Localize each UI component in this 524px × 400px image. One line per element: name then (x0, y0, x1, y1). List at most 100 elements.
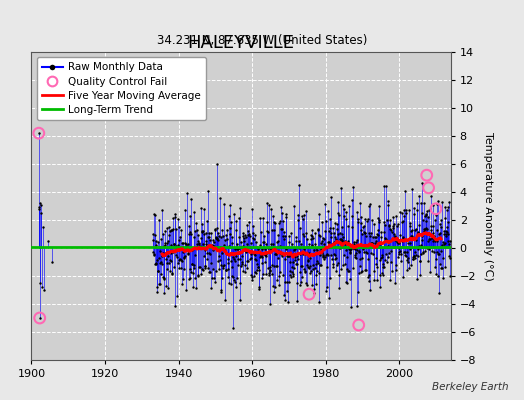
Point (298, 274, 306, 280)
Point (189, 270, 198, 276)
Point (400, 248, 408, 255)
Point (290, 246, 299, 252)
Text: 34.231 N, 87.635 W (United States): 34.231 N, 87.635 W (United States) (157, 34, 367, 47)
Point (316, 232, 324, 239)
Point (223, 250, 231, 257)
Point (442, 230, 450, 237)
Point (287, 251, 295, 257)
Point (424, 185, 433, 191)
Point (157, 236, 165, 242)
Point (397, 258, 405, 264)
Point (233, 246, 242, 252)
Point (299, 216, 308, 223)
Point (347, 224, 356, 230)
Point (304, 244, 313, 250)
Point (167, 250, 176, 256)
Point (305, 255, 314, 261)
Point (373, 264, 381, 270)
Point (271, 284, 279, 290)
Point (421, 226, 429, 232)
Point (282, 211, 291, 217)
Point (296, 251, 304, 258)
Point (370, 268, 378, 274)
Point (264, 229, 272, 235)
Point (342, 208, 351, 215)
Point (185, 223, 193, 230)
Point (422, 211, 431, 217)
Point (309, 235, 317, 242)
Point (287, 241, 296, 247)
Point (228, 254, 237, 260)
Point (232, 284, 240, 290)
Point (350, 239, 358, 245)
Point (391, 234, 400, 240)
Point (225, 280, 234, 287)
Point (221, 248, 230, 254)
Point (198, 229, 206, 236)
Point (406, 222, 414, 229)
Point (286, 268, 294, 274)
Point (185, 231, 193, 237)
Point (398, 274, 407, 280)
Point (230, 211, 238, 217)
Point (201, 246, 210, 253)
Point (440, 264, 449, 270)
Point (157, 271, 165, 277)
Point (391, 232, 399, 239)
Point (256, 242, 264, 248)
Point (199, 240, 208, 247)
Point (341, 215, 350, 222)
Point (168, 226, 177, 233)
Point (325, 239, 333, 245)
Point (269, 212, 277, 219)
Point (200, 206, 208, 212)
Point (268, 241, 277, 248)
Point (247, 205, 256, 212)
Point (215, 252, 223, 259)
Point (154, 239, 162, 245)
Point (265, 270, 273, 277)
Point (416, 258, 424, 264)
Point (267, 227, 276, 233)
Point (310, 290, 318, 296)
Point (376, 256, 384, 263)
Point (210, 242, 219, 249)
Point (163, 240, 172, 246)
Point (297, 263, 305, 269)
Point (346, 249, 354, 256)
Point (289, 271, 297, 277)
Point (149, 211, 158, 217)
Point (399, 233, 407, 240)
Point (244, 228, 252, 234)
Point (282, 279, 291, 286)
Point (442, 233, 450, 239)
Point (431, 238, 440, 244)
Point (174, 216, 182, 222)
Point (235, 279, 244, 286)
Point (230, 256, 238, 262)
Point (153, 257, 161, 264)
Point (417, 232, 425, 239)
Point (196, 264, 204, 270)
Point (162, 283, 170, 289)
Point (276, 268, 284, 275)
Point (278, 253, 286, 260)
Point (228, 273, 237, 279)
Point (178, 239, 187, 246)
Point (213, 224, 222, 231)
Point (290, 265, 299, 271)
Point (189, 234, 198, 241)
Point (371, 240, 379, 246)
Point (279, 236, 288, 242)
Point (294, 256, 302, 262)
Point (165, 260, 173, 266)
Point (377, 234, 386, 240)
Point (433, 201, 441, 207)
Point (238, 261, 246, 268)
Point (386, 226, 394, 232)
Point (276, 250, 285, 257)
Point (328, 194, 336, 200)
Point (217, 262, 226, 268)
Point (413, 200, 421, 206)
Point (198, 228, 206, 234)
